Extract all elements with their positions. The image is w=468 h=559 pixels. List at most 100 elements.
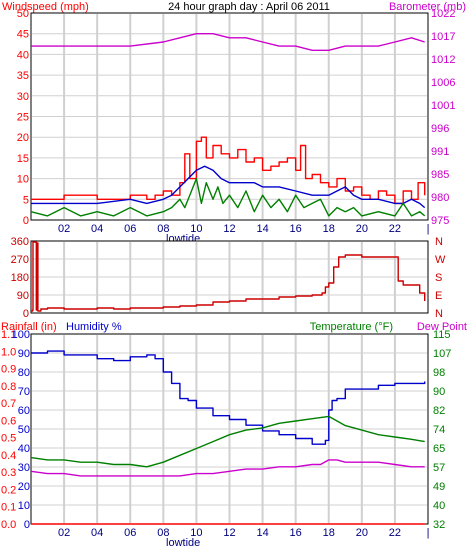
rainfall-axis-label: Rainfall (in) [1,321,57,333]
rain-tick-9: 0.9 [1,364,16,376]
temp-tick-5: 74 [433,424,445,436]
baro-tick-7: 1012 [431,54,455,66]
humidity-tick-9: 90 [18,348,30,360]
compass-tick-1: E [435,290,442,302]
p3-x-tick-18: 18 [323,527,335,539]
dir-tick-1: 90 [17,290,29,302]
p3-x-tick-|: | [427,527,430,539]
wind-tick-6: 30 [17,91,29,103]
p1-series-wind-average [30,177,426,217]
p3-series-humidity- [31,350,426,445]
humidity-tick-7: 70 [18,386,30,398]
wind-tick-5: 25 [17,112,29,124]
windspeed-axis-label: Windspeed (mph) [2,1,89,13]
humidity-tick-0: 0 [24,519,30,531]
panel2-grid [32,242,427,312]
wind-tick-9: 45 [17,29,29,41]
p1-x-tick-08: 08 [157,223,169,235]
panel1-x-ticks: 02 04 06 08 10 12 14 16 18 20 22 |lowtide [58,223,429,245]
temperature-axis-label: Temperature (°F) [310,321,393,333]
p1-series-wind-gust [31,165,426,209]
rain-tick-8: 0.8 [1,381,16,393]
rain-tick-2: 0.2 [1,484,16,496]
humidity-tick-4: 40 [18,443,30,455]
rain-tick-11: 1.1 [1,329,16,341]
baro-tick-9: 1022 [431,8,455,20]
rain-humidity-temperature-panel: 0.0 0.1 0.2 0.3 0.4 0.5 0.6 0.7 0.8 0.9 1.0 1.1 0 10… [1,321,467,549]
wind-tick-0: 0 [23,215,29,227]
p3-x-tick-note: lowtide [166,537,200,549]
panel3-rainfall-ticks: 0.0 0.1 0.2 0.3 0.4 0.5 0.6 0.7 0.8 0.9 1.0 1.1 [1,329,16,531]
p3-x-tick-12: 12 [223,527,235,539]
p3-x-tick-04: 04 [91,527,103,539]
p1-x-tick-04: 04 [91,223,103,235]
p1-x-tick-18: 18 [323,223,335,235]
rain-tick-10: 1.0 [1,346,16,358]
temp-tick-7: 90 [433,386,445,398]
wind-tick-4: 20 [17,132,29,144]
rain-tick-0: 0.0 [1,519,16,531]
compass-tick-0: N [435,308,443,320]
temp-tick-8: 98 [433,367,445,379]
dewpoint-axis-label: Dew Point [417,321,467,333]
chart-title: 24 hour graph day : April 06 2011 [168,1,330,13]
p3-x-tick-20: 20 [356,527,368,539]
panel2-series [31,241,426,312]
compass-tick-4: N [435,236,443,248]
p3-x-tick-10: 10 [190,527,202,539]
rain-tick-5: 0.5 [1,433,16,445]
rain-tick-6: 0.6 [1,415,16,427]
wind-tick-7: 35 [17,70,29,82]
baro-tick-5: 1001 [431,100,455,112]
baro-tick-8: 1017 [431,31,455,43]
wind-barometer-panel: 0 5 10 15 20 25 30 35 40 45 50 975 980 985 991 996 1001… [2,1,466,245]
p1-x-tick-06: 06 [124,223,136,235]
temp-tick-2: 49 [433,481,445,493]
baro-tick-0: 975 [431,215,449,227]
p1-x-tick-14: 14 [256,223,268,235]
barometer-axis-label: Barometer (mb) [389,1,466,13]
p1-series-barometer-mb- [31,33,425,51]
p1-x-tick-|: | [427,223,430,235]
baro-tick-6: 1006 [431,77,455,89]
p1-x-tick-10: 10 [190,223,202,235]
dir-tick-3: 270 [11,254,29,266]
p3-x-tick-16: 16 [290,527,302,539]
compass-tick-2: S [435,272,442,284]
baro-tick-2: 985 [431,169,449,181]
panel1-series [30,33,426,217]
p3-x-tick-02: 02 [58,527,70,539]
rain-tick-3: 0.3 [1,467,16,479]
humidity-tick-3: 30 [18,462,30,474]
humidity-tick-5: 50 [18,424,30,436]
temp-tick-3: 57 [433,462,445,474]
p3-series-dew-point [30,459,425,477]
temp-tick-6: 82 [433,405,445,417]
dir-tick-2: 180 [11,272,29,284]
baro-tick-4: 996 [431,123,449,135]
p1-x-tick-16: 16 [290,223,302,235]
temp-tick-10: 115 [433,329,451,341]
wind-tick-1: 5 [23,194,29,206]
wind-tick-8: 40 [17,49,29,61]
temp-tick-0: 32 [433,519,445,531]
panel1-right-ticks: 975 980 985 991 996 1001 1006 1012 1017 1022 [431,8,455,227]
wind-tick-10: 50 [17,8,29,20]
rain-tick-1: 0.1 [1,502,16,514]
humidity-tick-1: 10 [18,500,30,512]
humidity-tick-8: 80 [18,367,30,379]
temp-tick-1: 40 [433,500,445,512]
temp-tick-9: 107 [433,348,451,360]
humidity-tick-2: 20 [18,481,30,493]
wind-tick-2: 10 [17,174,29,186]
p3-x-tick-14: 14 [256,527,268,539]
humidity-tick-6: 60 [18,405,30,417]
panel3-humidity-ticks: 0 10 20 30 40 50 60 70 80 90 100 [12,329,30,531]
humidity-axis-label: Humidity % [66,321,122,333]
rain-tick-7: 0.7 [1,398,16,410]
panel3-series [30,350,426,525]
p3-x-tick-08: 08 [157,527,169,539]
baro-tick-3: 991 [431,146,449,158]
